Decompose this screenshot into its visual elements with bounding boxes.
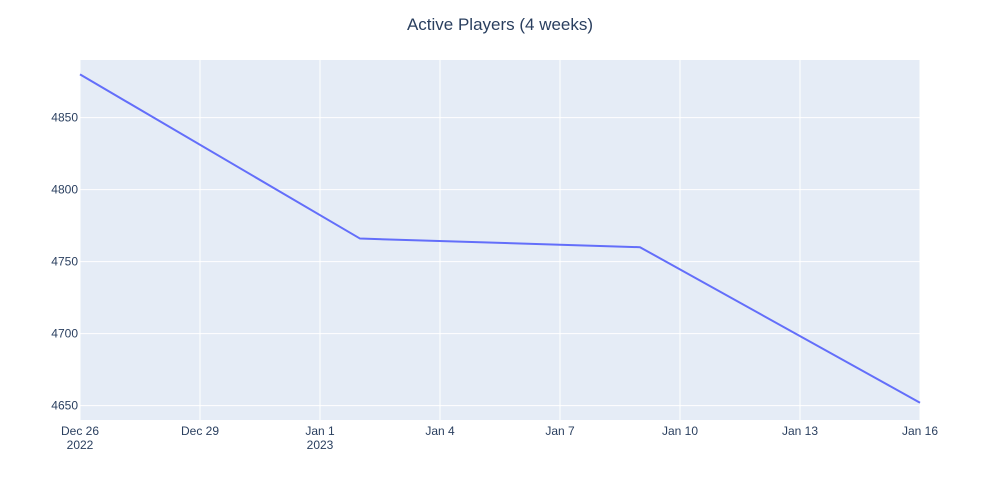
- y-tick-label: 4650: [51, 399, 78, 413]
- y-tick-label: 4850: [51, 111, 78, 125]
- x-tick-year-label: 2022: [67, 438, 94, 452]
- series-line: [79, 73, 921, 404]
- x-tick-year-label: 2023: [307, 438, 334, 452]
- gridlines: [79, 60, 921, 420]
- plot-area: [80, 60, 920, 420]
- y-tick-label: 4800: [51, 183, 78, 197]
- y-tick-label: 4700: [51, 327, 78, 341]
- y-axis-ticks: 4650 4700 4750 4800 4850: [51, 111, 78, 413]
- series-layer: [79, 73, 921, 404]
- y-tick-label: 4750: [51, 255, 78, 269]
- x-tick-label: Jan 1: [305, 424, 335, 438]
- x-tick-label: Dec 29: [181, 424, 219, 438]
- x-tick-label: Dec 26: [61, 424, 99, 438]
- x-tick-label: Jan 13: [782, 424, 818, 438]
- x-tick-label: Jan 4: [425, 424, 455, 438]
- x-tick-label: Jan 16: [902, 424, 938, 438]
- x-tick-label: Jan 7: [545, 424, 575, 438]
- x-tick-label: Jan 10: [662, 424, 698, 438]
- chart-title: Active Players (4 weeks): [407, 15, 593, 34]
